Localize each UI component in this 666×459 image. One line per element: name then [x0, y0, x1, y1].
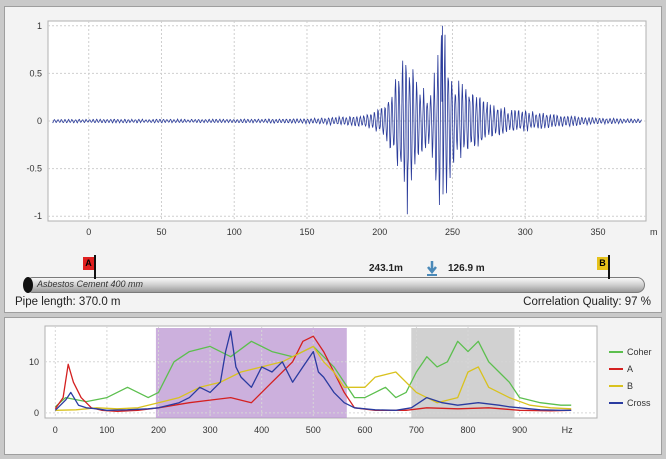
x-tick-label: 900: [512, 425, 527, 435]
x-tick-label: 300: [203, 425, 218, 435]
marker-b-label: B: [599, 258, 606, 268]
y-tick-label: 0.5: [29, 68, 42, 78]
x-axis-unit: m: [650, 227, 658, 237]
y-tick-label: -1: [34, 211, 42, 221]
pipe-material-label: Asbestos Cement 400 mm: [37, 279, 144, 289]
distance-b-label: 126.9 m: [448, 263, 485, 274]
x-tick-label: 400: [254, 425, 269, 435]
correlation-panel: 0 50 100 150 200 250 300 350 1 0.5 0 -0.5 -1 m Asbest…: [4, 6, 662, 313]
y-tick-label: 0: [34, 408, 39, 418]
pipe-length-text: Pipe length: 370.0 m: [15, 296, 121, 308]
frequency-band: [411, 328, 515, 418]
y-tick-label: -0.5: [26, 164, 42, 174]
x-tick-label: 800: [461, 425, 476, 435]
x-tick-label: 200: [372, 227, 387, 237]
y-tick-label: 1: [37, 21, 42, 31]
x-tick-label: 300: [518, 227, 533, 237]
legend-label-coher: Coher: [627, 347, 652, 357]
x-tick-label: 600: [357, 425, 372, 435]
x-tick-label: 700: [409, 425, 424, 435]
x-tick-label: 0: [86, 227, 91, 237]
spectrum-chart: 0 100 200 300 400 500 600 700 800 900 0 10 Hz Coher AB…: [29, 325, 652, 435]
correlation-quality-text: Correlation Quality: 97 %: [523, 296, 651, 308]
legend-label-cross: Cross: [627, 398, 651, 408]
marker-a-line: [94, 255, 96, 279]
spectrum-panel: 0 100 200 300 400 500 600 700 800 900 0 10 Hz Coher A B…: [4, 317, 662, 455]
x-axis-unit: Hz: [562, 425, 573, 435]
x-tick-label: 150: [299, 227, 314, 237]
marker-b-flag[interactable]: B: [597, 257, 608, 270]
x-tick-label: 250: [445, 227, 460, 237]
distance-a-label: 243.1m: [369, 263, 403, 274]
spectrum-series-a: [54, 335, 572, 413]
correlation-chart: 0 50 100 150 200 250 300 350 1 0.5 0 -0.5 -1 m: [26, 20, 658, 237]
x-tick-label: 100: [227, 227, 242, 237]
correlation-series: [52, 25, 642, 215]
leak-position-icon[interactable]: [425, 261, 439, 279]
spectrum-series-cross: [54, 330, 572, 411]
marker-a-label: A: [85, 258, 92, 268]
y-tick-label: 10: [29, 357, 39, 367]
x-tick-label: 50: [156, 227, 166, 237]
spectrum-series-coher: [54, 340, 572, 408]
marker-b-line: [608, 255, 610, 279]
legend-label-b: B: [627, 381, 633, 391]
legend-label-a: A: [627, 364, 633, 374]
pipe-end-cap: [23, 277, 33, 293]
marker-a-flag[interactable]: A: [83, 257, 94, 270]
y-tick-label: 0: [37, 116, 42, 126]
x-tick-label: 500: [306, 425, 321, 435]
x-tick-label: 0: [53, 425, 58, 435]
x-tick-label: 100: [99, 425, 114, 435]
x-tick-label: 350: [590, 227, 605, 237]
spectrum-series-b: [55, 345, 572, 411]
x-tick-label: 200: [151, 425, 166, 435]
